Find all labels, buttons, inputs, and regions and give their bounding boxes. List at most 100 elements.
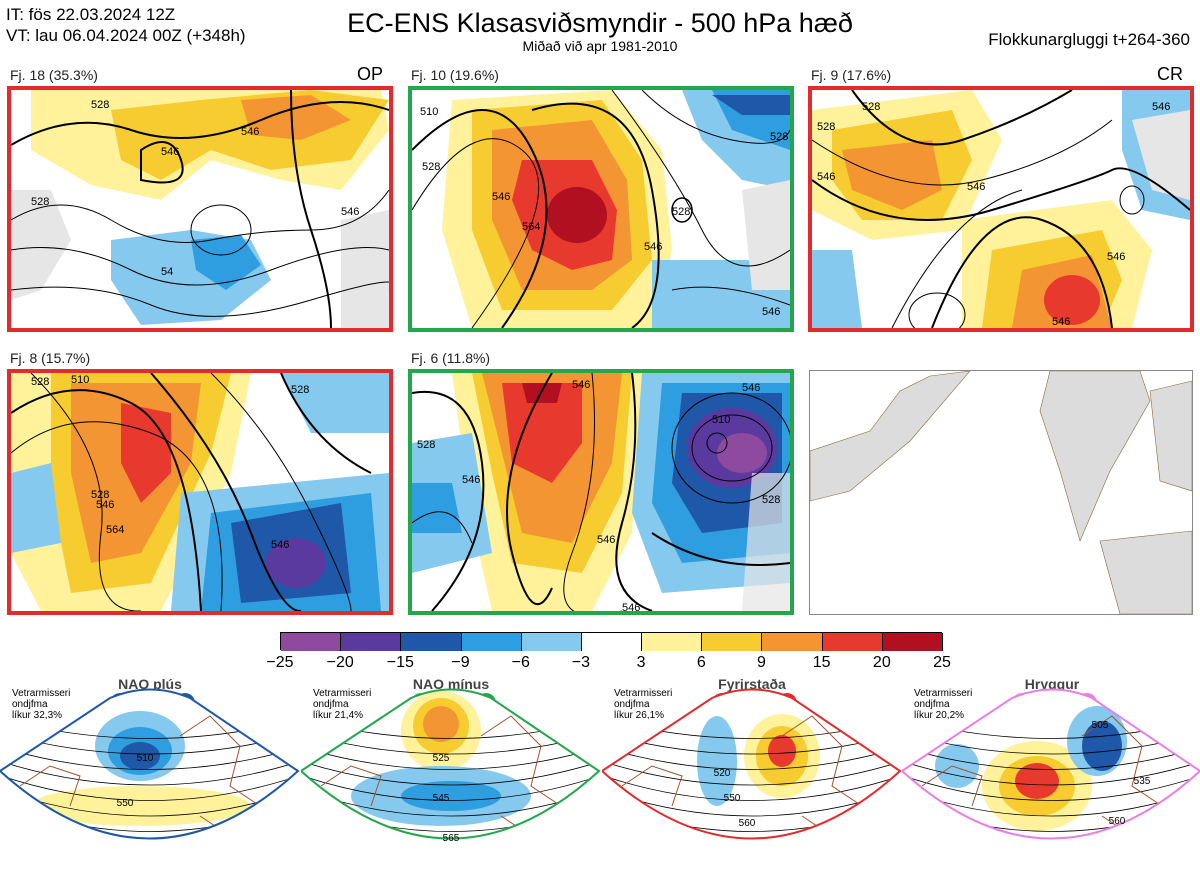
anomaly-map: 528 510 528 546 564 546 528	[11, 373, 389, 611]
greenland-iceland-map	[809, 370, 1193, 615]
regime-note-line: líkur 32,3%	[12, 710, 63, 721]
cluster-map-panel[interactable]: 528 546 528 546 546 54	[7, 86, 393, 332]
contour-label: 510	[137, 753, 154, 764]
fan-border	[301, 688, 601, 840]
colorbar-tick-label: −3	[571, 654, 591, 671]
regime-note: Vetrarmisseri ondjfma líkur 21,4%	[313, 688, 371, 721]
colorbar-tick-label: 3	[636, 654, 646, 671]
regime-note: Vetrarmisseri ondjfma líkur 20,2%	[914, 688, 972, 721]
regime-panel: Vetrarmisseri ondjfma líkur 20,2% Hryggur 50…	[902, 676, 1200, 871]
regime-panel: Vetrarmisseri ondjfma líkur 21,4% NAO mínus…	[301, 676, 601, 871]
contour-label: 528	[862, 101, 880, 113]
colorbar-tick-label: 20	[872, 654, 891, 671]
contour-label: 528	[770, 131, 788, 143]
contour-label: 545	[433, 793, 450, 804]
contour-label: 546	[572, 379, 590, 391]
fan-border	[0, 688, 300, 840]
anomaly-area	[1082, 721, 1122, 771]
regime-name: NAO mínus	[412, 676, 490, 692]
regime-note-line: Vetrarmisseri	[614, 688, 673, 699]
contour-label: 546	[742, 382, 760, 394]
colorbar-tick-label: −9	[451, 654, 470, 671]
classification-window: Flokkunargluggi t+264-360	[988, 30, 1190, 49]
panel-label: Fj. 8 (15.7%)	[10, 350, 91, 366]
regime-note-line: Vetrarmisseri	[313, 688, 372, 699]
regime-note-line: Vetrarmisseri	[12, 688, 71, 699]
colorbar-tick-label: −20	[326, 654, 354, 671]
contour-label: 510	[420, 106, 438, 118]
contour-label: 564	[106, 524, 124, 536]
height-contour	[902, 757, 1200, 786]
contour-label: 546	[241, 126, 259, 138]
contour-label: 528	[422, 161, 440, 173]
height-contour	[0, 757, 298, 786]
contour-label: 525	[433, 753, 450, 764]
cluster-map-panel[interactable]: 528 528 546 546 546 546 546	[808, 86, 1194, 332]
panel-label: Fj. 18 (35.3%)	[10, 67, 98, 83]
colorbar-cell	[581, 633, 643, 651]
panel-tag-op: OP	[357, 64, 384, 84]
regime-fan-map: 505 535 560	[902, 688, 1200, 840]
height-contour	[902, 771, 1200, 801]
contour-label: 528	[91, 489, 109, 501]
regime-note-line: Vetrarmisseri	[914, 688, 973, 699]
height-contour	[902, 743, 1200, 770]
colorbar-cell	[642, 633, 703, 651]
anomaly-area	[401, 781, 501, 811]
colorbar-tick-label: −25	[266, 654, 294, 671]
contour-label: 546	[462, 474, 480, 486]
regime-name: Fyrirstaða	[718, 676, 786, 692]
contour-label: 560	[739, 818, 756, 829]
contour-label: 528	[31, 376, 49, 388]
page-title: EC-ENS Klasasviðsmyndir - 500 hPa hæð	[347, 8, 853, 38]
colorbar-cell	[521, 633, 582, 651]
anomaly-map: 510 528 546 564 546 528 546 528	[412, 90, 790, 328]
colorbar-cell	[702, 633, 763, 651]
regime-note-line: líkur 21,4%	[313, 710, 364, 721]
colorbar-strip	[280, 632, 943, 651]
cluster-map-panel[interactable]: 528 510 528 546 564 546 528	[7, 369, 393, 615]
colorbar: −25 −20 −15 −9 −6 −3 3 6 9 15 20 25	[266, 632, 951, 672]
regime-name: Hryggur	[1024, 676, 1080, 692]
contour-label: 546	[1107, 251, 1125, 263]
contour-label: 546	[644, 241, 662, 253]
panel-label: Fj. 6 (11.8%)	[411, 350, 491, 366]
height-contour	[602, 757, 900, 786]
contour-label: 564	[522, 221, 540, 233]
valid-time: VT: lau 06.04.2024 00Z (+348h)	[6, 26, 246, 45]
contour-label: 546	[271, 539, 289, 551]
fan-border	[602, 688, 902, 840]
colorbar-cell	[401, 633, 462, 651]
contour-label: 560	[1109, 816, 1126, 827]
anomaly-area	[768, 735, 796, 767]
contour-label: 546	[817, 171, 835, 183]
contour-label: 546	[96, 499, 114, 511]
regime-note-line: líkur 20,2%	[914, 710, 965, 721]
contour-label: 546	[967, 181, 985, 193]
regime-note: Vetrarmisseri ondjfma líkur 32,3%	[12, 688, 70, 721]
colorbar-tick-label: 6	[696, 654, 706, 671]
height-contour	[301, 743, 599, 770]
colorbar-tick-label: 9	[757, 654, 766, 671]
height-contour	[602, 743, 900, 770]
regime-fan-map: 520 550 560	[602, 688, 902, 840]
colorbar-tick-label: −15	[386, 654, 414, 671]
cluster-map-panel[interactable]: 546 528 546 510 528 546 546 546	[408, 369, 794, 615]
contour-label: 565	[443, 833, 460, 844]
contour-label: 546	[762, 306, 780, 318]
contour-label: 546	[1052, 316, 1070, 328]
page-subtitle: Miðað við apr 1981-2010	[522, 38, 678, 54]
regime-panel: Vetrarmisseri ondjfma líkur 26,1% Fyrirstað…	[602, 676, 902, 871]
regime-note: Vetrarmisseri ondjfma líkur 26,1%	[614, 688, 672, 721]
height-contour	[602, 771, 900, 801]
anomaly-area	[697, 716, 737, 806]
height-contour	[0, 771, 298, 801]
contour-label: 546	[341, 206, 359, 218]
regime-note-line: ondjfma	[12, 699, 48, 710]
panel-label: Fj. 9 (17.6%)	[811, 67, 892, 83]
anomaly-map: 528 528 546 546 546 546 546	[812, 90, 1190, 328]
height-contour	[0, 743, 298, 770]
contour-label: 54	[161, 266, 173, 278]
regime-fan-map: 525 545 565	[301, 688, 601, 844]
cluster-map-panel[interactable]: 510 528 546 564 546 528 546 528	[408, 86, 794, 332]
